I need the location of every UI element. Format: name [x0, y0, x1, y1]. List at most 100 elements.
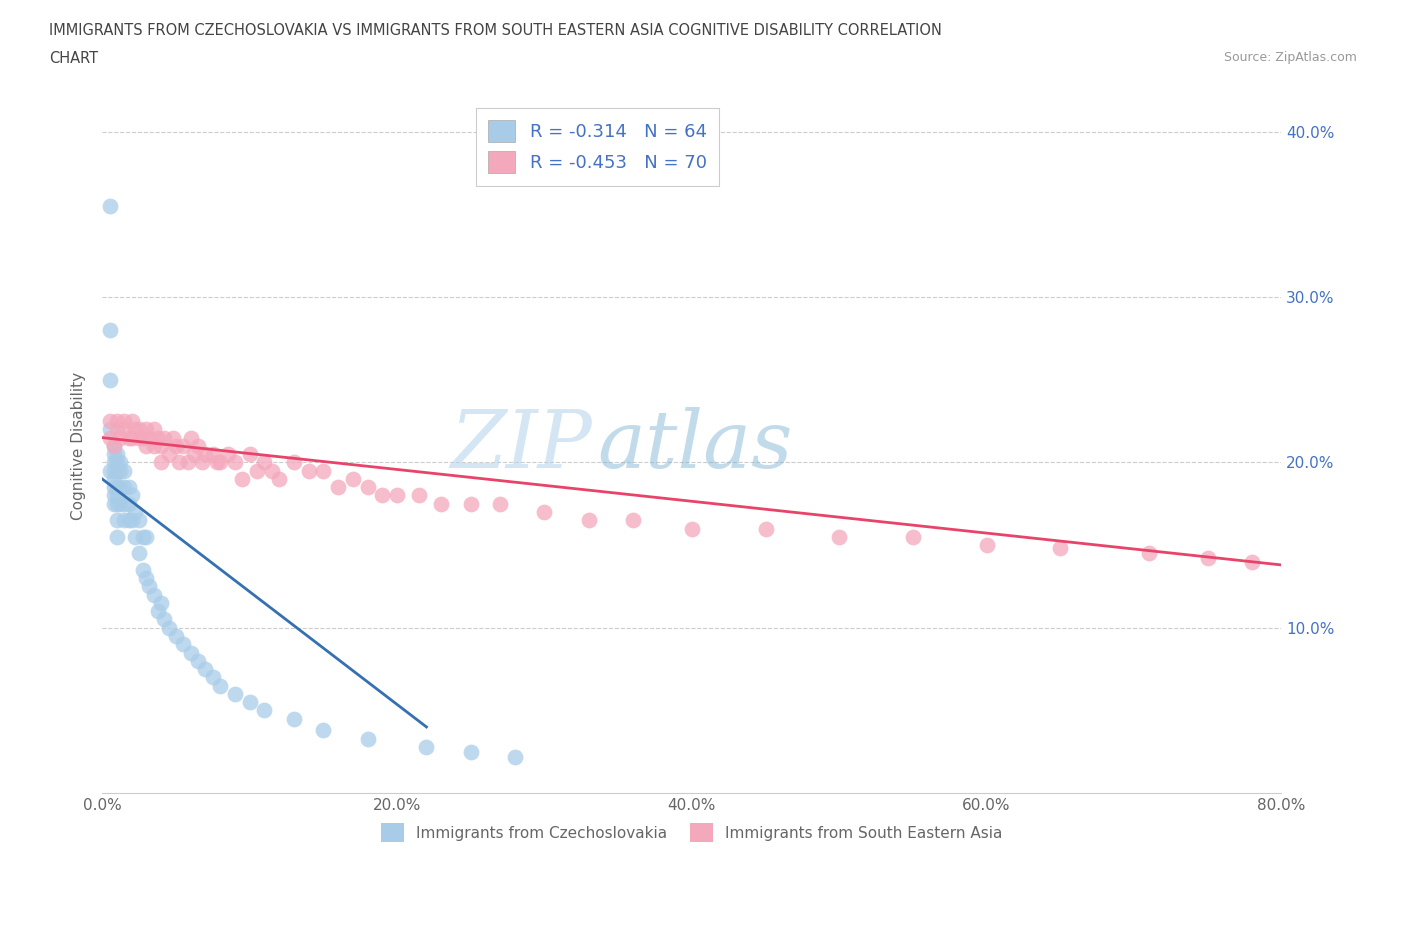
- Point: [103, 446, 125, 461]
- Point: [108, 497, 131, 512]
- Point: [105, 463, 128, 478]
- Text: atlas: atlas: [598, 407, 793, 485]
- Point: [191, 455, 214, 470]
- Point: [103, 438, 125, 453]
- Point: [150, 595, 173, 610]
- Point: [326, 480, 349, 495]
- Point: [162, 431, 184, 445]
- Point: [460, 497, 482, 512]
- Point: [105, 488, 128, 503]
- Point: [312, 723, 335, 737]
- Point: [98, 199, 121, 214]
- Point: [128, 431, 150, 445]
- Point: [201, 446, 224, 461]
- Point: [408, 488, 430, 503]
- Point: [167, 455, 190, 470]
- Point: [124, 505, 146, 520]
- Point: [112, 463, 135, 478]
- Point: [177, 455, 200, 470]
- Point: [105, 422, 128, 437]
- Point: [153, 612, 176, 627]
- Point: [98, 431, 121, 445]
- Point: [128, 546, 150, 561]
- Point: [112, 512, 135, 527]
- Point: [180, 645, 202, 660]
- Point: [135, 422, 157, 437]
- Point: [135, 438, 157, 453]
- Point: [231, 472, 253, 486]
- Point: [224, 686, 246, 701]
- Point: [105, 512, 128, 527]
- Point: [121, 414, 143, 429]
- Point: [105, 480, 128, 495]
- Point: [194, 446, 217, 461]
- Point: [460, 744, 482, 759]
- Point: [356, 480, 378, 495]
- Point: [108, 463, 131, 478]
- Point: [283, 711, 305, 726]
- Point: [132, 563, 155, 578]
- Y-axis label: Cognitive Disability: Cognitive Disability: [72, 372, 86, 520]
- Point: [132, 529, 155, 544]
- Point: [681, 521, 703, 536]
- Point: [205, 455, 228, 470]
- Point: [98, 414, 121, 429]
- Point: [103, 497, 125, 512]
- Point: [103, 480, 125, 495]
- Point: [142, 422, 165, 437]
- Point: [98, 323, 121, 338]
- Point: [209, 455, 232, 470]
- Text: IMMIGRANTS FROM CZECHOSLOVAKIA VS IMMIGRANTS FROM SOUTH EASTERN ASIA COGNITIVE D: IMMIGRANTS FROM CZECHOSLOVAKIA VS IMMIGR…: [49, 23, 942, 38]
- Point: [105, 497, 128, 512]
- Point: [1049, 541, 1071, 556]
- Point: [1197, 551, 1219, 565]
- Point: [142, 438, 165, 453]
- Point: [121, 488, 143, 503]
- Point: [128, 422, 150, 437]
- Point: [105, 529, 128, 544]
- Point: [1137, 546, 1160, 561]
- Point: [105, 414, 128, 429]
- Point: [187, 654, 209, 669]
- Point: [1240, 554, 1263, 569]
- Point: [153, 431, 176, 445]
- Point: [165, 438, 187, 453]
- Point: [103, 488, 125, 503]
- Point: [118, 431, 141, 445]
- Point: [283, 455, 305, 470]
- Point: [105, 446, 128, 461]
- Point: [239, 695, 262, 710]
- Point: [356, 731, 378, 746]
- Point: [253, 703, 276, 718]
- Point: [415, 739, 437, 754]
- Point: [108, 480, 131, 495]
- Point: [224, 455, 246, 470]
- Text: CHART: CHART: [49, 51, 98, 66]
- Point: [901, 529, 924, 544]
- Point: [105, 455, 128, 470]
- Point: [165, 629, 187, 644]
- Point: [157, 446, 180, 461]
- Point: [135, 571, 157, 586]
- Point: [124, 529, 146, 544]
- Point: [98, 422, 121, 437]
- Point: [621, 512, 644, 527]
- Point: [754, 521, 776, 536]
- Point: [267, 472, 290, 486]
- Point: [148, 431, 170, 445]
- Point: [108, 431, 131, 445]
- Point: [312, 463, 335, 478]
- Point: [124, 422, 146, 437]
- Point: [142, 587, 165, 602]
- Point: [103, 438, 125, 453]
- Point: [201, 670, 224, 684]
- Point: [118, 497, 141, 512]
- Point: [103, 463, 125, 478]
- Point: [118, 512, 141, 527]
- Point: [98, 463, 121, 478]
- Point: [260, 463, 283, 478]
- Point: [187, 438, 209, 453]
- Point: [828, 529, 851, 544]
- Text: Source: ZipAtlas.com: Source: ZipAtlas.com: [1223, 51, 1357, 64]
- Point: [121, 431, 143, 445]
